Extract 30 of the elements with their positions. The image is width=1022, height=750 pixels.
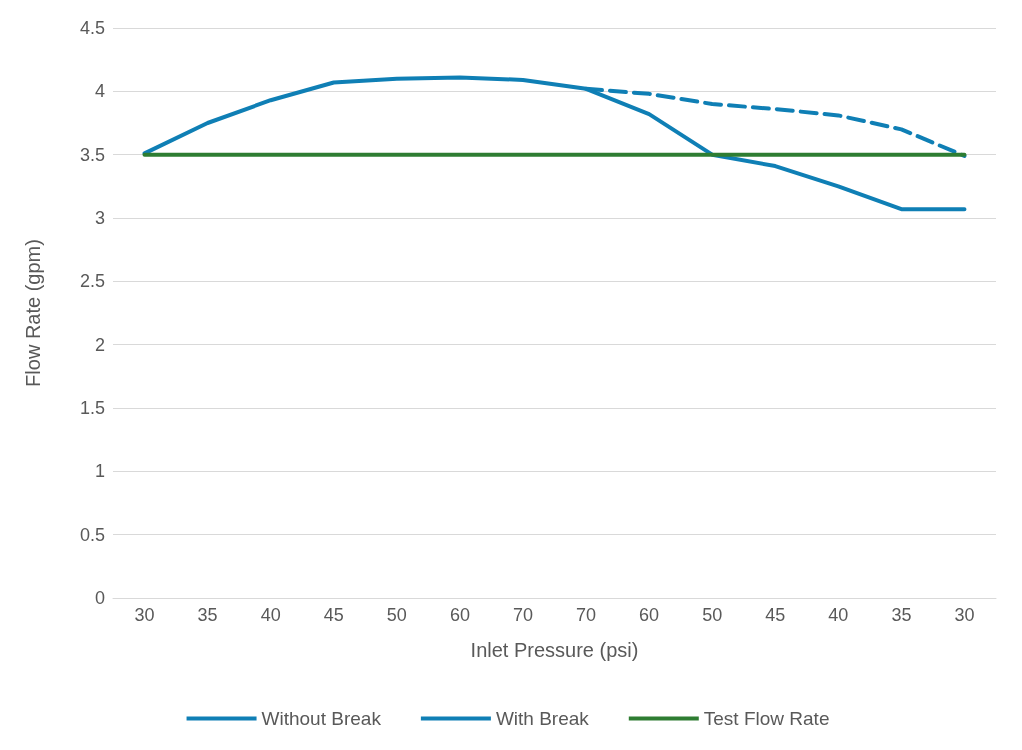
legend-label: Without Break <box>261 708 382 729</box>
y-tick-label: 0 <box>94 588 105 608</box>
line-series <box>142 75 967 212</box>
y-axis-title: Flow Rate (gpm) <box>22 239 44 387</box>
legend-label: With Break <box>495 708 590 729</box>
legend-label: Test Flow Rate <box>703 708 830 729</box>
x-axis-title: Inlet Pressure (psi) <box>470 639 639 661</box>
x-tick-label: 70 <box>576 605 597 625</box>
x-tick-label: 30 <box>134 605 155 625</box>
x-tick-label: 30 <box>954 605 975 625</box>
y-tick-label: 4.5 <box>79 18 105 38</box>
y-tick-label: 0.5 <box>79 524 105 545</box>
x-tick-label: 50 <box>386 605 407 625</box>
x-tick-label: 50 <box>702 605 723 625</box>
x-tick-label: 45 <box>323 605 344 625</box>
x-tick-label: 35 <box>197 605 218 625</box>
y-tick-label: 2.5 <box>79 271 105 292</box>
x-tick-label: 35 <box>891 605 912 625</box>
y-tick-label: 2 <box>94 334 105 355</box>
y-tick-label: 3 <box>94 208 105 228</box>
x-tick-label: 45 <box>765 605 786 625</box>
x-tick-label: 60 <box>449 605 470 625</box>
x-tick-label: 40 <box>260 605 281 625</box>
x-tick-label: 60 <box>639 605 660 625</box>
x-tick-label: 70 <box>512 605 533 625</box>
y-tick-label: 1.5 <box>79 398 105 418</box>
x-tick-label: 40 <box>828 605 849 625</box>
y-tick-label: 3.5 <box>79 144 105 165</box>
y-tick-label: 4 <box>94 81 105 102</box>
y-tick-label: 1 <box>94 461 105 482</box>
